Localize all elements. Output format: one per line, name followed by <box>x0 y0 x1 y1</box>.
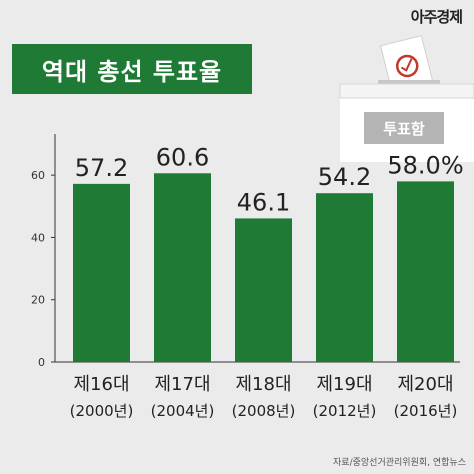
y-tick-label: 20 <box>31 294 45 307</box>
y-tick-label: 60 <box>31 169 45 182</box>
bar <box>316 193 373 362</box>
x-tick-label: 제16대 <box>73 374 129 395</box>
bar-value-label: 58.0% <box>387 151 463 179</box>
x-tick-label: 제20대 <box>397 374 453 395</box>
bar-value-label: 54.2 <box>318 163 371 191</box>
bar-value-label: 60.6 <box>156 143 209 171</box>
title-banner: 역대 총선 투표율 <box>12 44 252 94</box>
y-tick-label: 40 <box>31 231 45 244</box>
x-tick-year-label: (2016년) <box>394 402 458 420</box>
bar <box>73 183 130 362</box>
x-tick-year-label: (2000년) <box>70 402 134 420</box>
bar <box>154 173 211 362</box>
ballot-box-label: 투표함 <box>364 112 444 144</box>
chart-title: 역대 총선 투표율 <box>41 57 223 86</box>
x-tick-year-label: (2012년) <box>313 402 377 420</box>
x-tick-label: 제18대 <box>235 374 291 395</box>
x-tick-label: 제19대 <box>316 374 372 395</box>
source-note: 자료/중앙선거관리위원회, 연합뉴스 <box>333 458 466 468</box>
bar <box>235 218 292 362</box>
x-tick-year-label: (2004년) <box>151 402 215 420</box>
bar-value-label: 57.2 <box>75 154 128 182</box>
x-tick-label: 제17대 <box>154 374 210 395</box>
y-tick-label: 0 <box>38 356 45 369</box>
bar <box>397 181 454 362</box>
x-tick-year-label: (2008년) <box>232 402 296 420</box>
brand-logo: 아주경제 <box>410 8 463 26</box>
bar-value-label: 46.1 <box>237 188 290 216</box>
